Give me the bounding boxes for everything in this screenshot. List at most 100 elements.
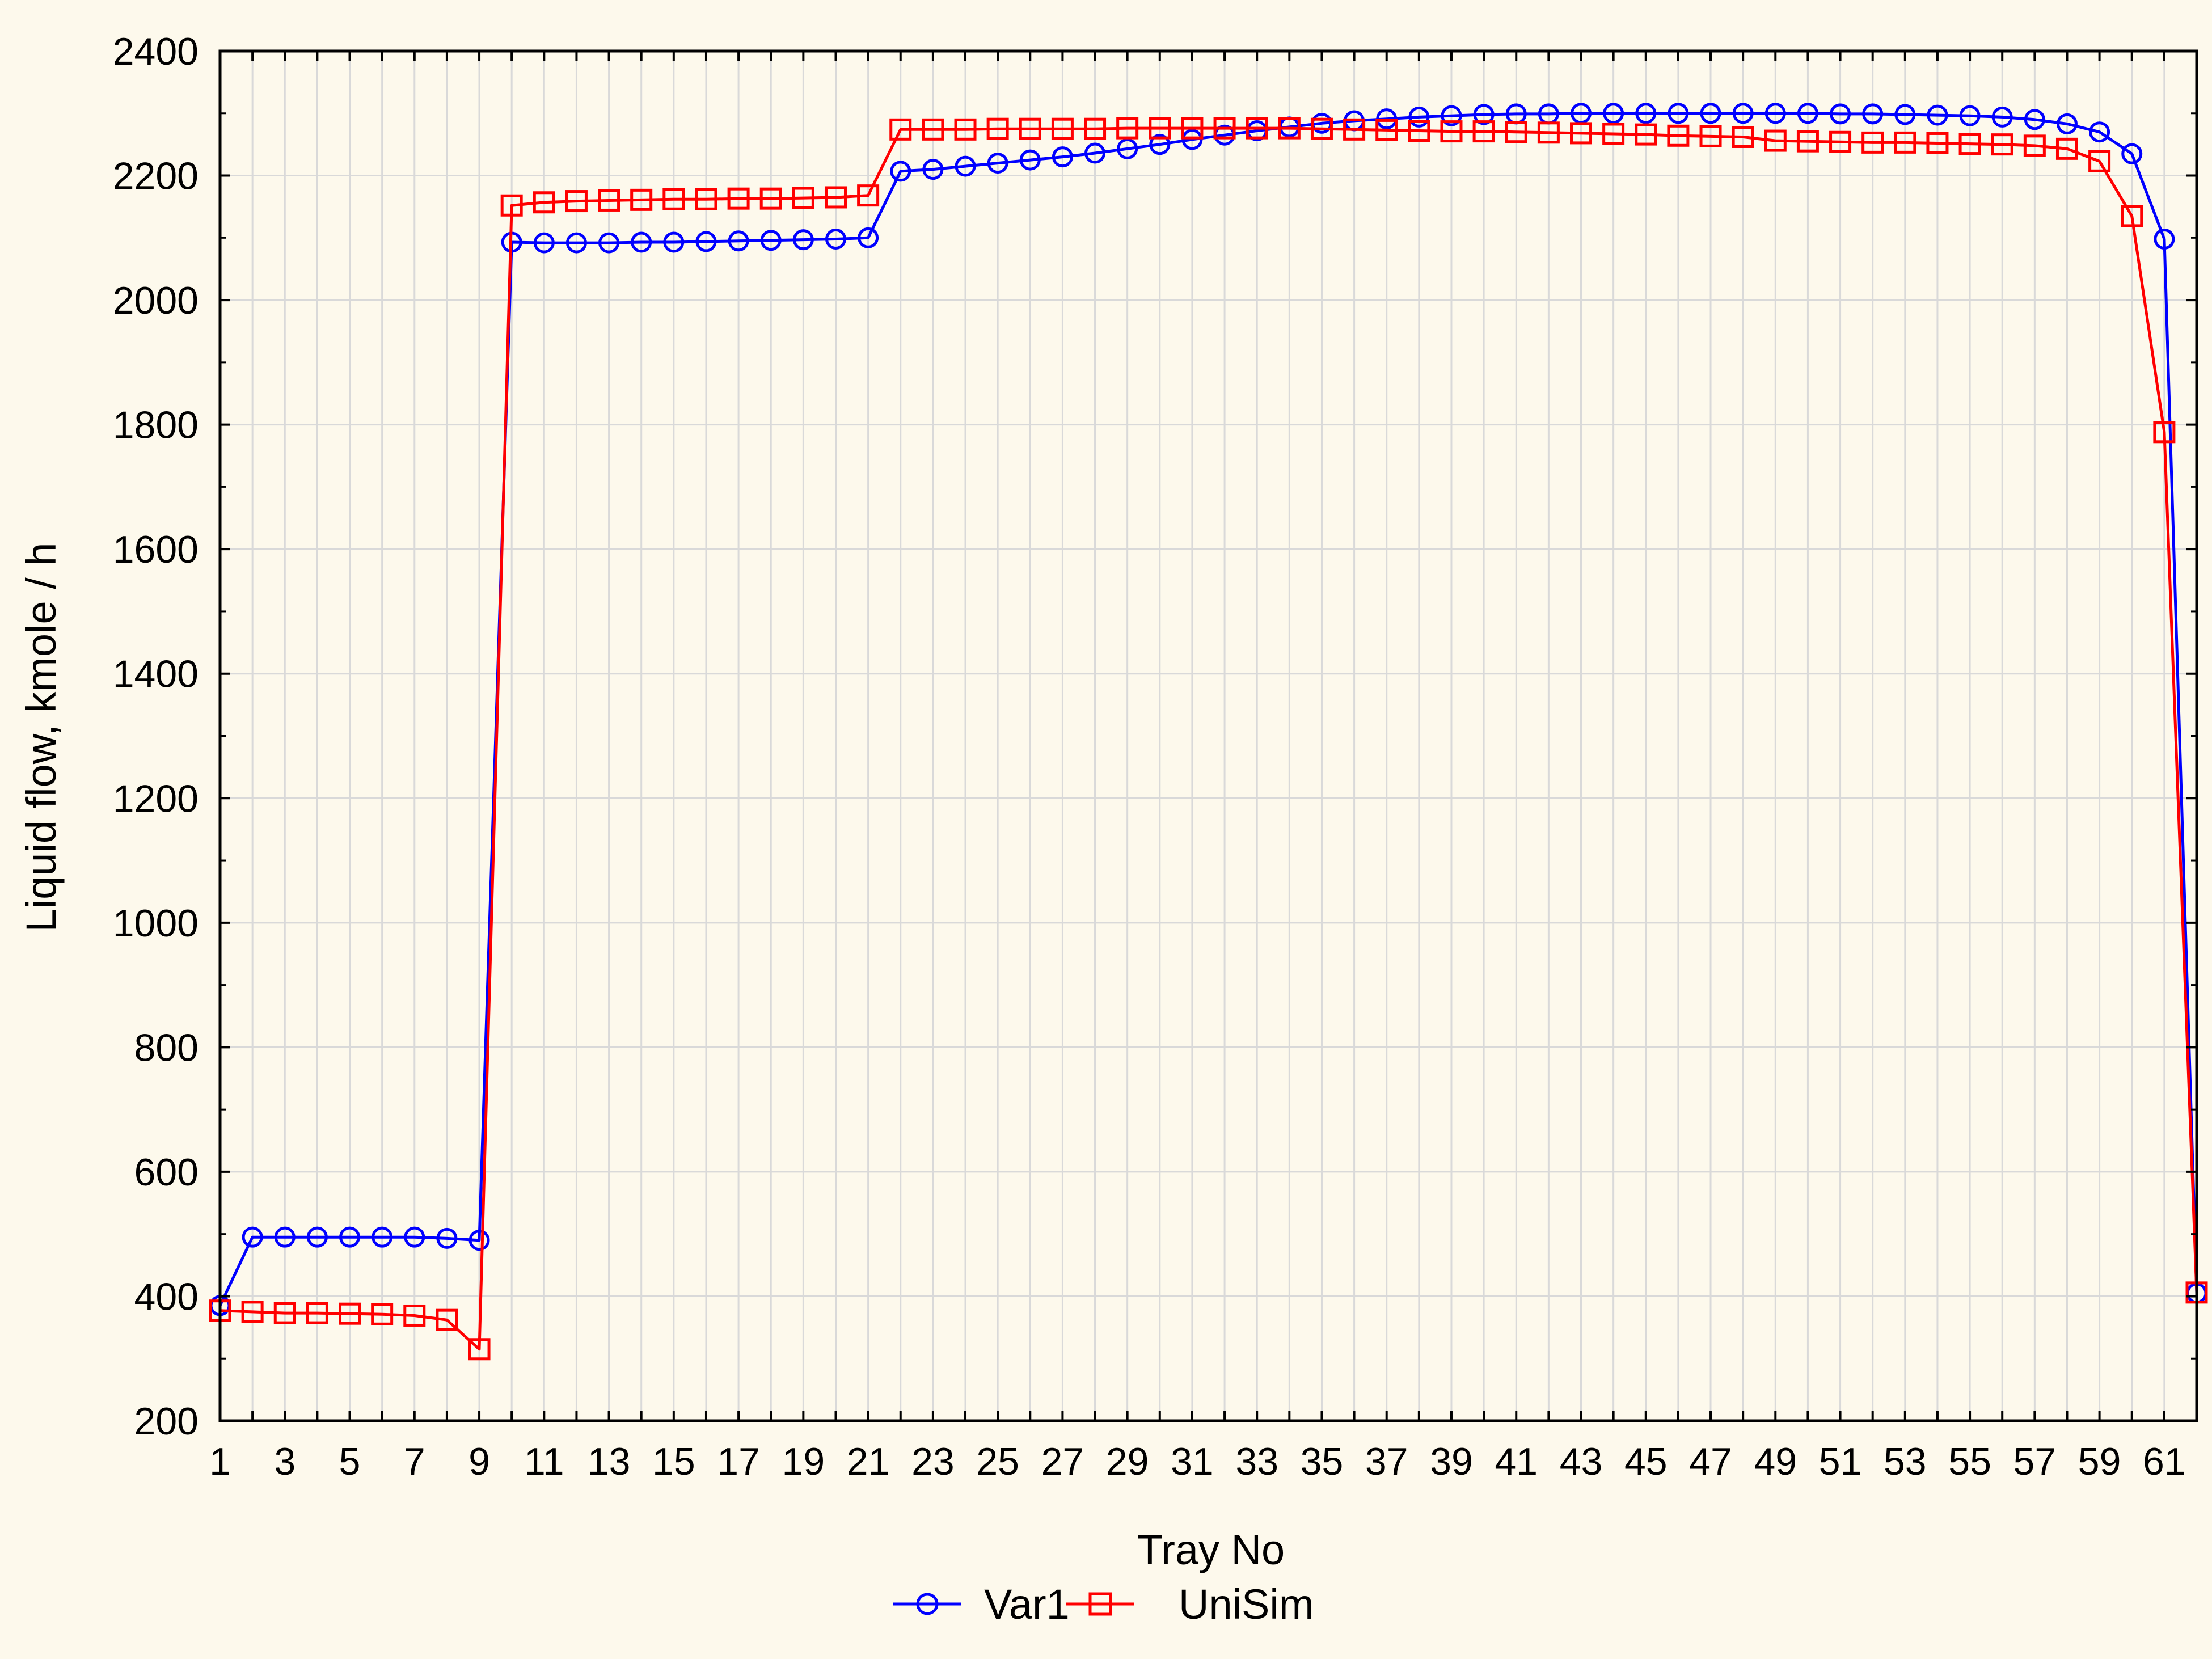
plot-area-frame [218,49,2198,1422]
x-tick-label: 11 [524,1440,564,1483]
point-var1 [1441,105,1462,126]
point-var1 [1052,146,1073,168]
point-unisim [1958,133,1981,155]
point-unisim [1084,117,1107,140]
point-var1 [1830,103,1851,125]
x-tick-label: 1 [209,1440,231,1483]
point-unisim [403,1304,426,1327]
point-unisim [2055,137,2078,160]
y-tick-label: 1600 [113,528,199,571]
point-var1 [2121,143,2143,164]
point-unisim [565,190,588,213]
x-tick-label: 41 [1495,1440,1538,1483]
point-unisim [954,118,977,141]
x-tick-label: 15 [652,1440,695,1483]
y-tick-label: 2400 [113,30,199,73]
point-unisim [727,187,750,210]
x-tick-label: 9 [468,1440,490,1483]
point-unisim [1310,117,1333,140]
legend-item-var1: Var1 [893,1581,1070,1628]
x-axis-title: Tray No [1137,1526,1285,1573]
x-tick-label: 53 [1884,1440,1927,1483]
series-line-unisim [219,126,2198,1351]
point-var1 [1959,105,1981,126]
point-unisim [306,1302,328,1324]
point-var1 [728,230,749,252]
y-tick-label: 1400 [113,653,199,696]
point-var1 [1668,103,1689,124]
point-unisim [468,1338,491,1361]
point-var1 [1019,149,1041,171]
point-var1 [598,232,620,254]
series-unisim [209,117,2208,1361]
point-var1 [1181,129,1203,150]
x-tick-label: 27 [1041,1440,1084,1483]
point-unisim [662,188,685,210]
point-var1 [436,1227,458,1249]
point-unisim [1116,117,1139,140]
point-var1 [1894,104,1916,125]
point-var1 [339,1226,361,1248]
point-var1 [1084,142,1106,164]
y-tick-label: 200 [134,1400,199,1443]
point-unisim [1343,118,1366,141]
point-unisim [2121,205,2143,227]
point-var1 [955,155,976,177]
point-unisim [1667,124,1690,147]
point-unisim [1246,117,1268,140]
point-var1 [792,229,814,251]
point-var1 [825,229,846,250]
point-var1 [2056,113,2078,134]
legend-label-unisim: UniSim [1179,1581,1314,1628]
point-unisim [1149,117,1171,140]
point-unisim [695,188,717,210]
point-unisim [1051,117,1074,140]
point-var1 [663,231,685,253]
point-unisim [922,118,944,141]
x-tick-label: 19 [782,1440,825,1483]
point-var1 [468,1230,490,1251]
point-var1 [760,230,782,251]
x-tick-label: 31 [1171,1440,1214,1483]
x-tick-label: 7 [404,1440,425,1483]
point-var1 [274,1226,296,1248]
point-var1 [1117,138,1138,159]
point-unisim [1861,131,1884,154]
point-var1 [1408,106,1430,128]
point-var1 [1764,103,1786,124]
point-var1 [372,1226,393,1248]
point-unisim [241,1301,264,1323]
point-var1 [565,232,587,254]
y-tick-label: 600 [134,1151,199,1194]
point-var1 [2024,109,2045,130]
point-unisim [371,1303,394,1325]
point-unisim [1472,120,1495,143]
point-unisim [1699,125,1722,147]
point-unisim [2088,150,2111,172]
x-tick-label: 39 [1430,1440,1473,1483]
x-tick-label: 57 [2013,1440,2057,1483]
point-unisim [500,194,523,217]
point-unisim [1537,121,1560,144]
point-var1 [306,1226,328,1248]
legend-marker-var1 [916,1593,939,1615]
series-layer [209,103,2208,1361]
y-tick-label: 1800 [113,404,199,447]
point-var1 [533,232,555,254]
point-unisim [986,117,1009,140]
point-unisim [889,118,912,141]
point-var1 [1797,103,1818,124]
point-unisim [436,1308,458,1331]
grid [220,51,2197,1421]
point-unisim [792,187,814,209]
x-tick-label: 47 [1689,1440,1732,1483]
point-var1 [1862,103,1884,125]
point-unisim [1408,120,1430,142]
point-var1 [1700,103,1721,124]
x-tick-label: 51 [1819,1440,1862,1483]
point-unisim [1894,131,1916,154]
y-tick-label: 400 [134,1275,199,1318]
point-unisim [1505,121,1527,143]
series-var1 [209,103,2207,1316]
